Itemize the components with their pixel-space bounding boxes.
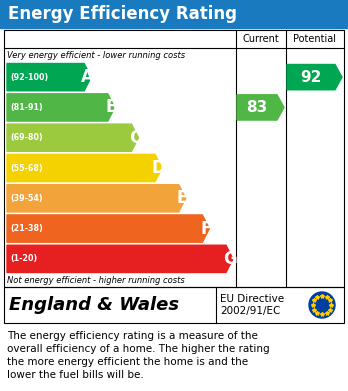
Text: 83: 83 xyxy=(246,100,268,115)
Bar xyxy=(0,0,348,28)
Polygon shape xyxy=(7,154,162,182)
Text: E: E xyxy=(176,189,188,207)
Polygon shape xyxy=(7,94,115,121)
Text: 92: 92 xyxy=(300,70,322,84)
Text: G: G xyxy=(223,250,236,268)
Text: C: C xyxy=(129,129,141,147)
Text: A: A xyxy=(81,68,94,86)
Text: F: F xyxy=(200,220,212,238)
Text: England & Wales: England & Wales xyxy=(9,296,179,314)
Text: (92-100): (92-100) xyxy=(10,73,48,82)
Text: (1-20): (1-20) xyxy=(10,255,37,264)
Text: Current: Current xyxy=(243,34,279,44)
Text: Energy Efficiency Rating: Energy Efficiency Rating xyxy=(8,5,237,23)
Text: (39-54): (39-54) xyxy=(10,194,42,203)
Text: (55-68): (55-68) xyxy=(10,163,43,172)
Text: (81-91): (81-91) xyxy=(10,103,43,112)
Polygon shape xyxy=(7,63,91,91)
Text: D: D xyxy=(152,159,165,177)
Text: The energy efficiency rating is a measure of the
overall efficiency of a home. T: The energy efficiency rating is a measur… xyxy=(7,331,270,380)
Text: Very energy efficient - lower running costs: Very energy efficient - lower running co… xyxy=(7,50,185,59)
Polygon shape xyxy=(7,245,233,273)
Bar xyxy=(4,287,344,323)
Circle shape xyxy=(309,292,335,318)
Polygon shape xyxy=(7,185,186,212)
Text: (69-80): (69-80) xyxy=(10,133,43,142)
Text: EU Directive
2002/91/EC: EU Directive 2002/91/EC xyxy=(220,294,284,316)
Bar xyxy=(4,30,344,287)
Text: (21-38): (21-38) xyxy=(10,224,43,233)
Text: Not energy efficient - higher running costs: Not energy efficient - higher running co… xyxy=(7,276,185,285)
Polygon shape xyxy=(7,124,139,151)
Polygon shape xyxy=(237,95,284,120)
Text: B: B xyxy=(105,99,118,117)
Text: Potential: Potential xyxy=(293,34,337,44)
Polygon shape xyxy=(287,65,342,90)
Polygon shape xyxy=(7,215,209,242)
